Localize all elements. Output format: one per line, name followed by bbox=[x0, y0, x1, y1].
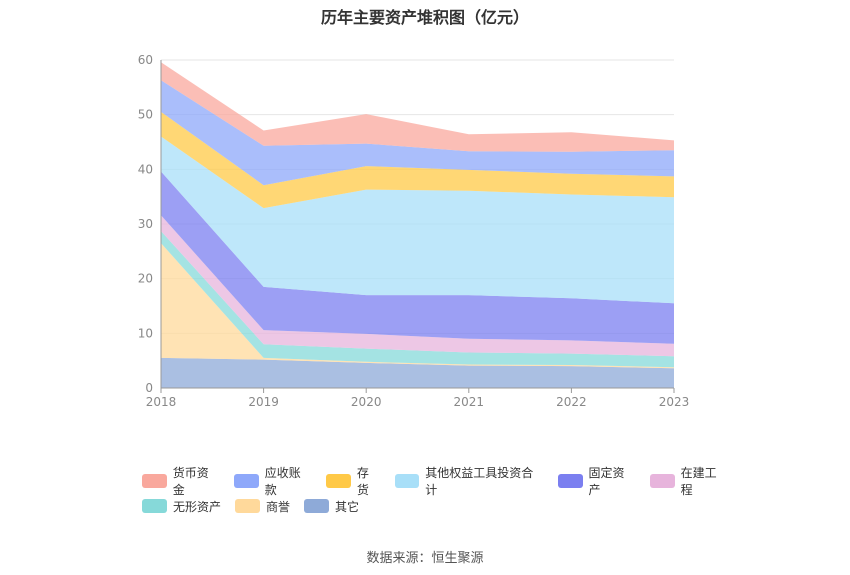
legend-swatch bbox=[649, 474, 675, 488]
legend-label: 在建工程 bbox=[680, 466, 717, 497]
legend-item[interactable]: 其他权益工具投资合计 bbox=[394, 464, 544, 498]
area-series-3 bbox=[161, 215, 674, 357]
legend-swatch bbox=[234, 474, 259, 488]
area-series-6 bbox=[161, 111, 674, 209]
legend-label: 货币资金 bbox=[172, 466, 209, 497]
legend-label: 应收账款 bbox=[264, 466, 301, 497]
y-tick-label: 40 bbox=[138, 162, 153, 176]
y-tick-label: 60 bbox=[138, 53, 153, 67]
y-tick-label: 10 bbox=[138, 326, 153, 340]
legend-label: 无形资产 bbox=[173, 499, 222, 514]
legend-item[interactable]: 货币资金 bbox=[142, 464, 220, 498]
legend-item[interactable]: 在建工程 bbox=[649, 464, 728, 498]
y-tick-label: 50 bbox=[138, 108, 153, 122]
legend-item[interactable]: 商誉 bbox=[235, 498, 290, 515]
x-tick-label: 2019 bbox=[248, 395, 279, 409]
legend-item[interactable]: 存货 bbox=[326, 464, 380, 498]
legend-row: 无形资产 商誉 其它 bbox=[142, 497, 742, 515]
legend-row: 货币资金 应收账款 存货 其他权益工具投资合计 固定资产 在建工程 bbox=[142, 466, 742, 497]
legend-item[interactable]: 无形资产 bbox=[142, 498, 221, 515]
legend-swatch bbox=[557, 474, 583, 488]
x-tick-label: 2020 bbox=[351, 395, 382, 409]
legend-label: 其他权益工具投资合计 bbox=[425, 466, 534, 497]
legend-swatch bbox=[142, 499, 167, 513]
x-tick-label: 2018 bbox=[146, 395, 177, 409]
legend-label: 存货 bbox=[356, 466, 369, 497]
legend-swatch bbox=[304, 499, 330, 513]
area-series-7 bbox=[161, 80, 674, 186]
legend-label: 其它 bbox=[335, 499, 360, 514]
legend-swatch bbox=[394, 474, 420, 488]
data-source-note: 数据来源：恒生聚源 bbox=[366, 551, 484, 566]
legend-swatch bbox=[326, 474, 351, 488]
area-series-1 bbox=[161, 243, 674, 369]
x-tick-label: 2022 bbox=[556, 395, 587, 409]
area-series-8 bbox=[161, 62, 674, 152]
y-tick-label: 30 bbox=[138, 217, 153, 231]
legend-swatch bbox=[142, 474, 167, 488]
legend-label: 固定资产 bbox=[588, 466, 625, 497]
area-series-5 bbox=[161, 136, 674, 304]
y-tick-label: 0 bbox=[145, 381, 153, 395]
y-tick-label: 20 bbox=[138, 272, 153, 286]
chart-legend: 货币资金 应收账款 存货 其他权益工具投资合计 固定资产 在建工程无形资产 商誉 其它 bbox=[142, 466, 742, 522]
area-series-0 bbox=[161, 357, 674, 388]
legend-item[interactable]: 其它 bbox=[304, 498, 359, 515]
legend-item[interactable]: 固定资产 bbox=[557, 464, 636, 498]
legend-swatch bbox=[235, 499, 261, 513]
legend-label: 商誉 bbox=[266, 499, 291, 514]
x-tick-label: 2021 bbox=[454, 395, 485, 409]
x-tick-label: 2023 bbox=[659, 395, 690, 409]
legend-item[interactable]: 应收账款 bbox=[234, 464, 312, 498]
chart-title: 历年主要资产堆积图（亿元） bbox=[320, 8, 529, 27]
area-series-4 bbox=[161, 171, 674, 344]
